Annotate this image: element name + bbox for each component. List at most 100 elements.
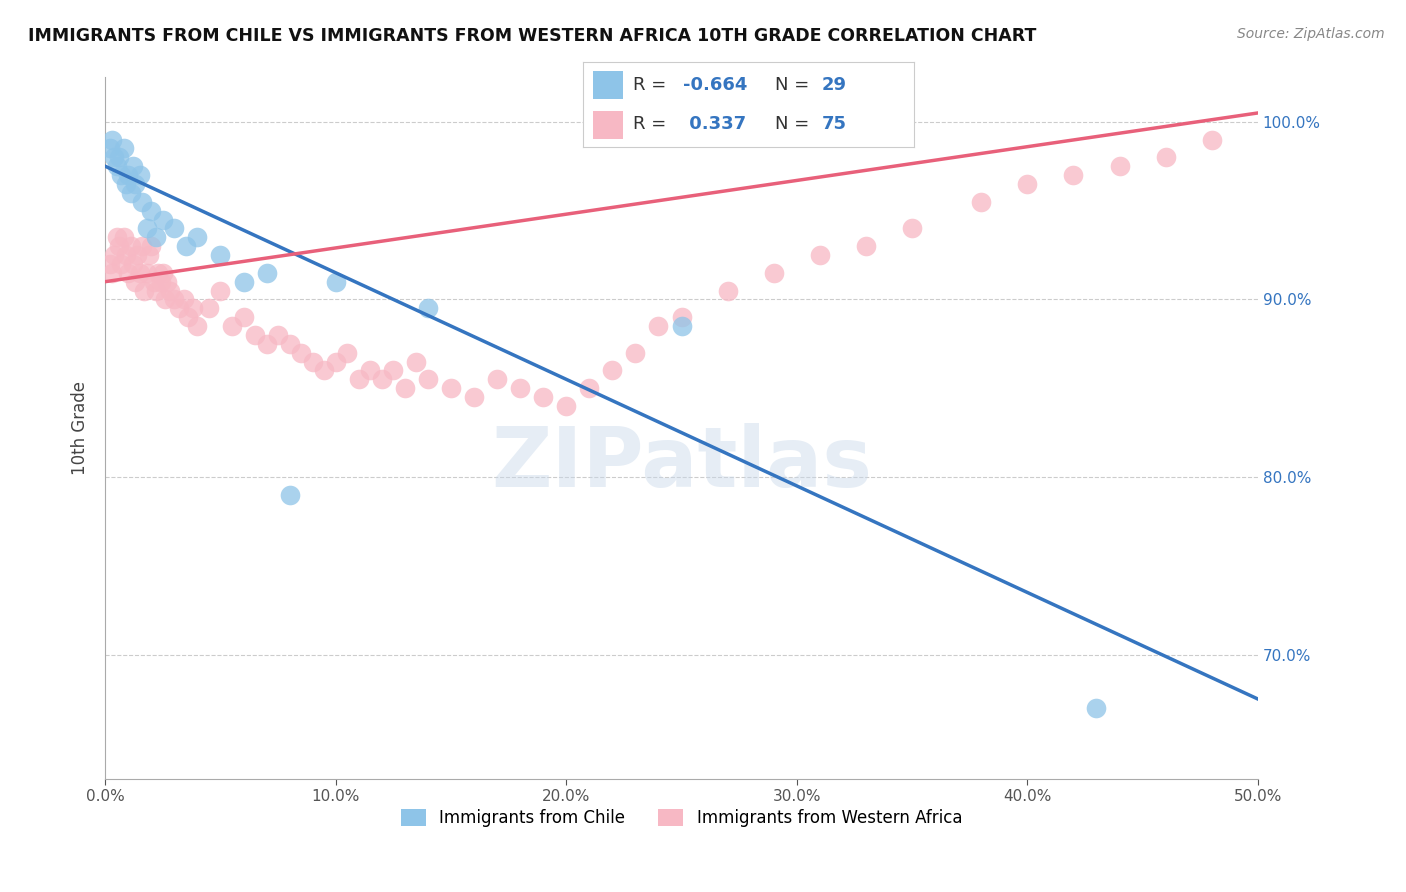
Point bbox=[359, 363, 381, 377]
Point bbox=[134, 284, 156, 298]
Text: R =: R = bbox=[633, 115, 666, 133]
Point bbox=[122, 257, 145, 271]
Point bbox=[382, 363, 405, 377]
Point bbox=[135, 266, 157, 280]
Point bbox=[416, 372, 439, 386]
Point bbox=[120, 186, 142, 200]
Point bbox=[717, 284, 740, 298]
Point bbox=[135, 221, 157, 235]
Point bbox=[108, 239, 131, 253]
Point bbox=[177, 310, 200, 325]
Text: 29: 29 bbox=[821, 77, 846, 95]
Point bbox=[314, 363, 336, 377]
Point bbox=[105, 159, 128, 173]
Point bbox=[117, 266, 139, 280]
Point bbox=[278, 336, 301, 351]
Point bbox=[186, 319, 208, 334]
Point bbox=[1201, 132, 1223, 146]
Point bbox=[145, 284, 167, 298]
Point bbox=[148, 266, 170, 280]
Text: N =: N = bbox=[775, 115, 810, 133]
Point bbox=[163, 293, 186, 307]
Point bbox=[110, 168, 132, 182]
Point bbox=[131, 239, 153, 253]
Text: ZIPatlas: ZIPatlas bbox=[491, 423, 872, 504]
Point bbox=[209, 248, 232, 262]
Point bbox=[209, 284, 232, 298]
FancyBboxPatch shape bbox=[593, 71, 623, 99]
Point bbox=[131, 194, 153, 209]
Point bbox=[671, 310, 693, 325]
FancyBboxPatch shape bbox=[593, 111, 623, 139]
Point bbox=[336, 345, 359, 359]
Text: Source: ZipAtlas.com: Source: ZipAtlas.com bbox=[1237, 27, 1385, 41]
Point bbox=[122, 159, 145, 173]
Point bbox=[152, 212, 174, 227]
Point bbox=[115, 248, 138, 262]
Point bbox=[578, 381, 600, 395]
Point bbox=[124, 177, 146, 191]
Point bbox=[198, 301, 221, 316]
Point bbox=[602, 363, 624, 377]
Point bbox=[555, 399, 578, 413]
Point bbox=[243, 327, 266, 342]
Point bbox=[101, 266, 124, 280]
Point bbox=[112, 141, 135, 155]
Point bbox=[124, 275, 146, 289]
Point bbox=[1108, 159, 1130, 173]
Point bbox=[110, 257, 132, 271]
Point bbox=[167, 301, 190, 316]
Point bbox=[142, 275, 165, 289]
Point bbox=[103, 150, 125, 164]
Point bbox=[371, 372, 394, 386]
Point bbox=[152, 266, 174, 280]
Point bbox=[141, 203, 163, 218]
Point bbox=[671, 319, 693, 334]
Point bbox=[1154, 150, 1177, 164]
Text: 75: 75 bbox=[821, 115, 846, 133]
Point bbox=[141, 239, 163, 253]
Point bbox=[174, 239, 197, 253]
Point bbox=[221, 319, 243, 334]
Point bbox=[1017, 177, 1039, 191]
Point bbox=[256, 336, 278, 351]
Point bbox=[440, 381, 463, 395]
Point bbox=[153, 293, 176, 307]
Point bbox=[232, 275, 254, 289]
Point bbox=[808, 248, 831, 262]
Point bbox=[173, 293, 195, 307]
Point bbox=[256, 266, 278, 280]
Point bbox=[128, 266, 150, 280]
Point bbox=[416, 301, 439, 316]
Text: R =: R = bbox=[633, 77, 666, 95]
Point bbox=[394, 381, 416, 395]
Text: N =: N = bbox=[775, 77, 810, 95]
Point bbox=[278, 488, 301, 502]
Point bbox=[117, 168, 139, 182]
Point bbox=[127, 248, 149, 262]
Point bbox=[647, 319, 669, 334]
Text: 0.337: 0.337 bbox=[683, 115, 745, 133]
Point bbox=[463, 390, 485, 404]
Point bbox=[855, 239, 877, 253]
Point bbox=[112, 230, 135, 244]
Point bbox=[531, 390, 554, 404]
Point bbox=[156, 275, 179, 289]
Point bbox=[901, 221, 924, 235]
Point bbox=[347, 372, 370, 386]
Y-axis label: 10th Grade: 10th Grade bbox=[72, 381, 89, 475]
Point bbox=[128, 168, 150, 182]
Point bbox=[509, 381, 531, 395]
Point bbox=[115, 177, 138, 191]
Point bbox=[98, 257, 121, 271]
Point bbox=[105, 230, 128, 244]
Point bbox=[290, 345, 312, 359]
Point bbox=[762, 266, 785, 280]
Point bbox=[267, 327, 290, 342]
Point bbox=[405, 354, 427, 368]
Point bbox=[186, 230, 208, 244]
Point bbox=[101, 132, 124, 146]
Point bbox=[970, 194, 993, 209]
Point bbox=[138, 248, 160, 262]
Point bbox=[181, 301, 204, 316]
